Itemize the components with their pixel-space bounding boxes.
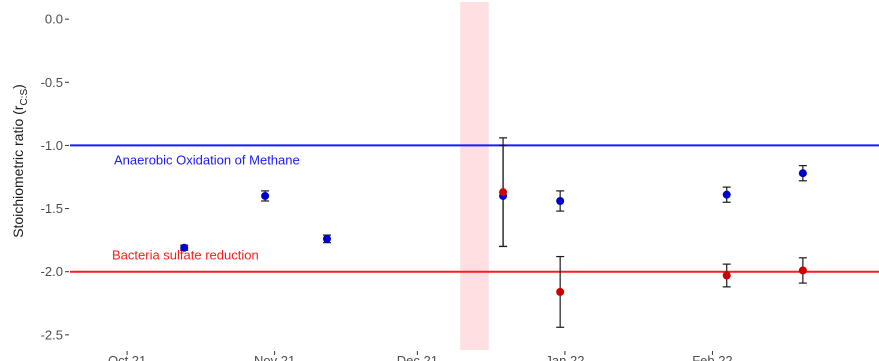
x-tick-label: Jan 22 xyxy=(545,353,584,361)
x-tick-label: Oct 21 xyxy=(108,353,146,361)
data-point xyxy=(322,234,331,243)
y-axis-title-main: Stoichiometric ratio (r xyxy=(10,105,26,238)
x-ticks: Oct 21 Nov 21 Dec 21 Jan 22 Feb 22 xyxy=(108,351,733,361)
y-axis-title-subscript: C:S xyxy=(19,89,30,106)
data-point xyxy=(722,271,731,280)
y-tick-label: -1.0 xyxy=(41,138,63,153)
data-point xyxy=(556,287,565,296)
x-tick-label: Nov 21 xyxy=(254,353,295,361)
shaded-period-layer xyxy=(460,2,489,350)
y-tick-label: -0.5 xyxy=(41,75,63,90)
y-axis-title: Stoichiometric ratio (rC:S) xyxy=(10,84,30,238)
x-tick-label: Feb 22 xyxy=(692,353,732,361)
reference-line-label: Anaerobic Oxidation of Methane xyxy=(114,152,300,167)
data-point xyxy=(180,243,189,252)
data-point xyxy=(722,190,731,199)
reference-lines: Anaerobic Oxidation of Methane Bacteria s… xyxy=(70,144,879,273)
data-point xyxy=(499,188,508,197)
data-points xyxy=(180,169,807,296)
shaded-period xyxy=(460,2,489,350)
data-point xyxy=(798,266,807,275)
data-point xyxy=(798,169,807,178)
y-tick-label: -1.5 xyxy=(41,201,63,216)
x-tick-label: Dec 21 xyxy=(397,353,438,361)
y-ticks: 0.0 -0.5 -1.0 -1.5 -2.0 -2.5 xyxy=(41,12,69,342)
y-tick-label: -2.0 xyxy=(41,264,63,279)
y-tick-label: -2.5 xyxy=(41,327,63,342)
reference-line-label: Bacteria sulfate reduction xyxy=(112,248,259,263)
y-tick-label: 0.0 xyxy=(45,12,63,27)
y-axis-title-suffix: ) xyxy=(10,84,26,89)
data-point xyxy=(261,191,270,200)
data-point xyxy=(556,196,565,205)
